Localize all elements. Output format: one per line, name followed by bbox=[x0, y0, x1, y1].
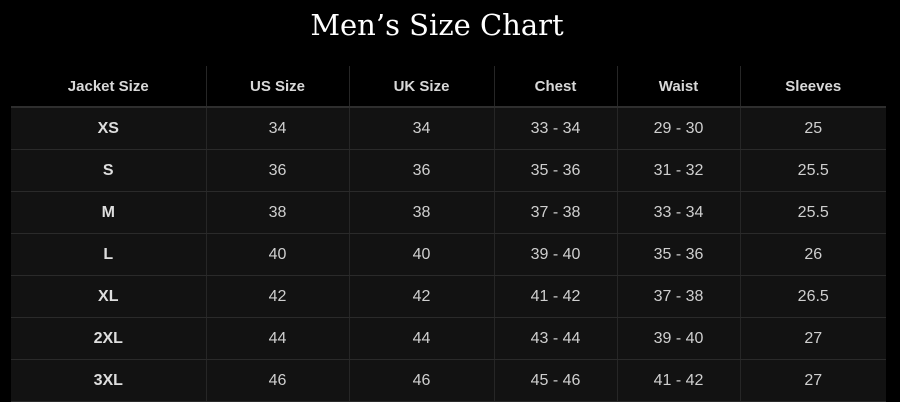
table-cell: 41 - 42 bbox=[494, 275, 618, 318]
page-title: Men’s Size Chart bbox=[310, 8, 564, 42]
table-cell: XS bbox=[11, 107, 207, 150]
table-cell: 3XL bbox=[11, 359, 207, 402]
column-header: UK Size bbox=[349, 66, 495, 108]
table-cell: 25.5 bbox=[740, 149, 886, 192]
table-cell: 45 - 46 bbox=[494, 359, 618, 402]
table-cell: L bbox=[11, 233, 207, 276]
table-cell: 34 bbox=[206, 107, 350, 150]
table-cell: 36 bbox=[349, 149, 495, 192]
table-cell: 2XL bbox=[11, 317, 207, 360]
table-cell: 31 - 32 bbox=[617, 149, 741, 192]
table-cell: 26 bbox=[740, 233, 886, 276]
table-cell: 25 bbox=[740, 107, 886, 150]
table-cell: 44 bbox=[349, 317, 495, 360]
column-header: US Size bbox=[206, 66, 350, 108]
table-cell: 42 bbox=[349, 275, 495, 318]
table-cell: M bbox=[11, 191, 207, 234]
column-header: Sleeves bbox=[740, 66, 886, 108]
table-cell: 35 - 36 bbox=[617, 233, 741, 276]
table-cell: 25.5 bbox=[740, 191, 886, 234]
table-row: XS 34 34 33 - 34 29 - 30 25 bbox=[11, 107, 886, 150]
table-cell: 38 bbox=[206, 191, 350, 234]
table-row: L 40 40 39 - 40 35 - 36 26 bbox=[11, 233, 886, 276]
column-header: Waist bbox=[617, 66, 741, 108]
table-cell: 37 - 38 bbox=[617, 275, 741, 318]
table-cell: 40 bbox=[349, 233, 495, 276]
table-cell: 27 bbox=[740, 317, 886, 360]
table-cell: 37 - 38 bbox=[494, 191, 618, 234]
column-header: Jacket Size bbox=[11, 66, 207, 108]
table-cell: 46 bbox=[349, 359, 495, 402]
table-cell: 27 bbox=[740, 359, 886, 402]
table-cell: 26.5 bbox=[740, 275, 886, 318]
table-row: S 36 36 35 - 36 31 - 32 25.5 bbox=[11, 149, 886, 192]
column-header: Chest bbox=[494, 66, 618, 108]
table-cell: S bbox=[11, 149, 207, 192]
table-cell: XL bbox=[11, 275, 207, 318]
table-row: 3XL 46 46 45 - 46 41 - 42 27 bbox=[11, 359, 886, 402]
header-row: Jacket Size US Size UK Size Chest Waist Sleev… bbox=[11, 66, 886, 108]
table-cell: 33 - 34 bbox=[494, 107, 618, 150]
table-cell: 39 - 40 bbox=[494, 233, 618, 276]
table-cell: 36 bbox=[206, 149, 350, 192]
table-row: M 38 38 37 - 38 33 - 34 25.5 bbox=[11, 191, 886, 234]
table-cell: 38 bbox=[349, 191, 495, 234]
table-cell: 44 bbox=[206, 317, 350, 360]
size-chart-table: Jacket Size US Size UK Size Chest Waist Sleev… bbox=[11, 66, 886, 402]
table-cell: 42 bbox=[206, 275, 350, 318]
table-cell: 35 - 36 bbox=[494, 149, 618, 192]
table-cell: 29 - 30 bbox=[617, 107, 741, 150]
table-cell: 43 - 44 bbox=[494, 317, 618, 360]
table-cell: 46 bbox=[206, 359, 350, 402]
table-cell: 41 - 42 bbox=[617, 359, 741, 402]
table-row: 2XL 44 44 43 - 44 39 - 40 27 bbox=[11, 317, 886, 360]
table-cell: 34 bbox=[349, 107, 495, 150]
table-cell: 33 - 34 bbox=[617, 191, 741, 234]
table-cell: 39 - 40 bbox=[617, 317, 741, 360]
table-cell: 40 bbox=[206, 233, 350, 276]
table-row: XL 42 42 41 - 42 37 - 38 26.5 bbox=[11, 275, 886, 318]
